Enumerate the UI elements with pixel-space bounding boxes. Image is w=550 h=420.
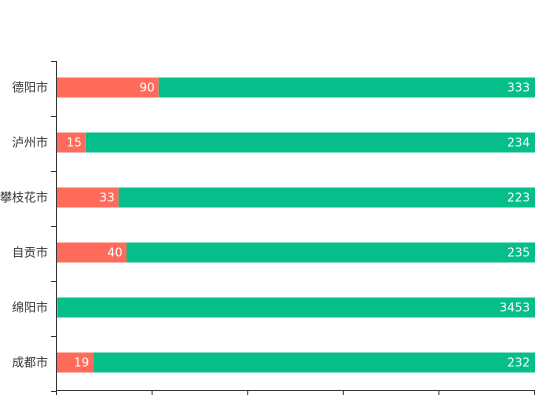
value-label-series-2: 232 [507, 356, 530, 370]
category-label: 自贡市 [12, 245, 48, 260]
bar-series-2 [158, 77, 535, 98]
bar-series-2 [93, 352, 536, 373]
value-label-series-2: 234 [507, 136, 530, 150]
value-label-series-1: 15 [67, 136, 82, 150]
category-label: 攀枝花市 [0, 190, 48, 205]
value-label-series-2: 223 [507, 191, 530, 205]
value-label-series-1: 33 [99, 191, 114, 205]
value-label-series-1: 5 [46, 301, 54, 315]
bar-series-1 [57, 242, 127, 263]
category-label: 绵阳市 [12, 300, 48, 315]
bars [57, 77, 536, 373]
category-label: 成都市 [12, 355, 48, 370]
value-label-series-2: 235 [507, 246, 530, 260]
value-label-series-2: 333 [507, 81, 530, 95]
axes [51, 61, 535, 395]
category-label: 泸州市 [12, 135, 48, 150]
category-label: 德阳市 [12, 80, 48, 95]
bar-series-1 [57, 297, 58, 318]
value-label-series-1: 19 [74, 356, 89, 370]
bar-series-1 [57, 132, 86, 153]
value-label-series-1: 90 [139, 81, 154, 95]
value-label-series-2: 3453 [499, 301, 530, 315]
value-label-series-1: 40 [107, 246, 122, 260]
bar-series-2 [118, 187, 535, 208]
bar-series-1 [57, 77, 159, 98]
bar-series-1 [57, 352, 94, 373]
bar-series-2 [126, 242, 535, 263]
bar-series-1 [57, 187, 119, 208]
bar-series-2 [85, 132, 536, 153]
bar-series-2 [57, 297, 535, 318]
